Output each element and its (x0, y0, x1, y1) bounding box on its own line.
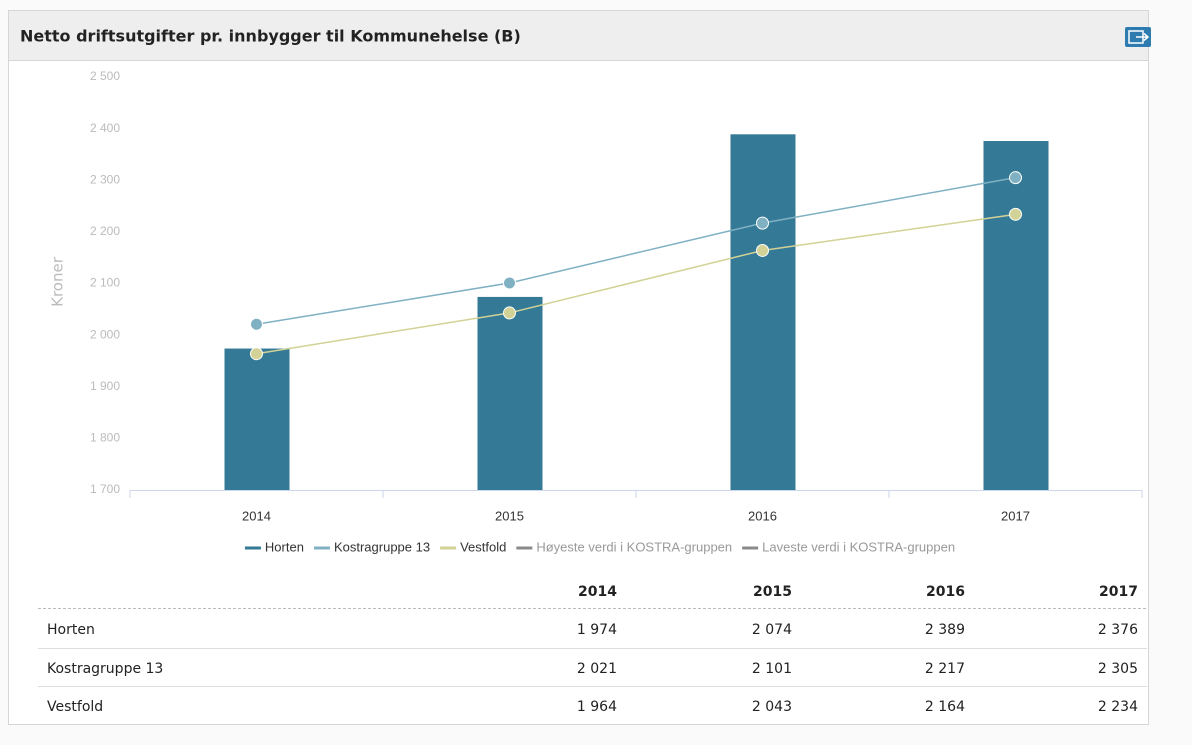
table-column-header: 2014 (578, 584, 617, 600)
table-cell: 2 043 (752, 699, 792, 715)
table-cell: 2 021 (577, 661, 617, 677)
table-row-label: Horten (47, 622, 95, 638)
y-tick-label: 2 500 (90, 69, 120, 83)
table-cell: 2 389 (925, 622, 965, 638)
series-line (256, 176, 1016, 326)
y-tick-label: 2 200 (90, 224, 120, 238)
x-tick-label: 2016 (748, 508, 777, 523)
panel (8, 10, 1149, 725)
x-tick-label: 2015 (495, 508, 524, 523)
bar (730, 134, 796, 490)
panel-header (9, 11, 1148, 60)
table-cell: 2 074 (752, 622, 792, 638)
table-column-header: 2016 (926, 584, 965, 600)
y-axis-label: Kroner (49, 256, 67, 307)
point (503, 276, 516, 290)
legend-label: Horten (265, 539, 304, 554)
point (503, 306, 516, 320)
table-cell: 2 217 (925, 661, 965, 677)
table-column-header: 2017 (1099, 584, 1138, 600)
y-tick-label: 1 900 (90, 379, 120, 393)
point (1009, 171, 1022, 185)
y-tick-label: 1 800 (90, 431, 120, 445)
series-line (256, 213, 1016, 355)
table-column-header: 2015 (753, 584, 792, 600)
legend-label: Høyeste verdi i KOSTRA-gruppen (536, 539, 732, 554)
bar (477, 296, 543, 490)
x-tick-label: 2014 (242, 508, 271, 523)
table-cell: 2 376 (1098, 622, 1138, 638)
export-button[interactable] (1125, 27, 1151, 47)
table-cell: 2 164 (925, 699, 965, 715)
bar (224, 348, 290, 490)
table-row-label: Vestfold (47, 699, 103, 715)
point (250, 347, 263, 361)
legend-label: Kostragruppe 13 (334, 539, 430, 554)
table-row-label: Kostragruppe 13 (47, 661, 163, 677)
point (1009, 207, 1022, 221)
table-cell: 1 974 (577, 622, 617, 638)
y-tick-label: 1 700 (90, 482, 120, 496)
y-tick-label: 2 100 (90, 276, 120, 290)
point (250, 317, 263, 331)
chart-title: Netto driftsutgifter pr. innbygger til K… (20, 27, 521, 46)
x-tick-label: 2017 (1001, 508, 1030, 523)
table-cell: 2 101 (752, 661, 792, 677)
point (756, 216, 769, 230)
table-cell: 2 305 (1098, 661, 1138, 677)
point (756, 243, 769, 257)
table-cell: 2 234 (1098, 699, 1138, 715)
legend-label: Vestfold (460, 539, 506, 554)
y-tick-label: 2 300 (90, 172, 120, 186)
y-tick-label: 2 400 (90, 121, 120, 135)
bar (983, 141, 1049, 490)
table-cell: 1 964 (577, 699, 617, 715)
legend-label: Laveste verdi i KOSTRA-gruppen (762, 539, 955, 554)
y-tick-label: 2 000 (90, 327, 120, 341)
